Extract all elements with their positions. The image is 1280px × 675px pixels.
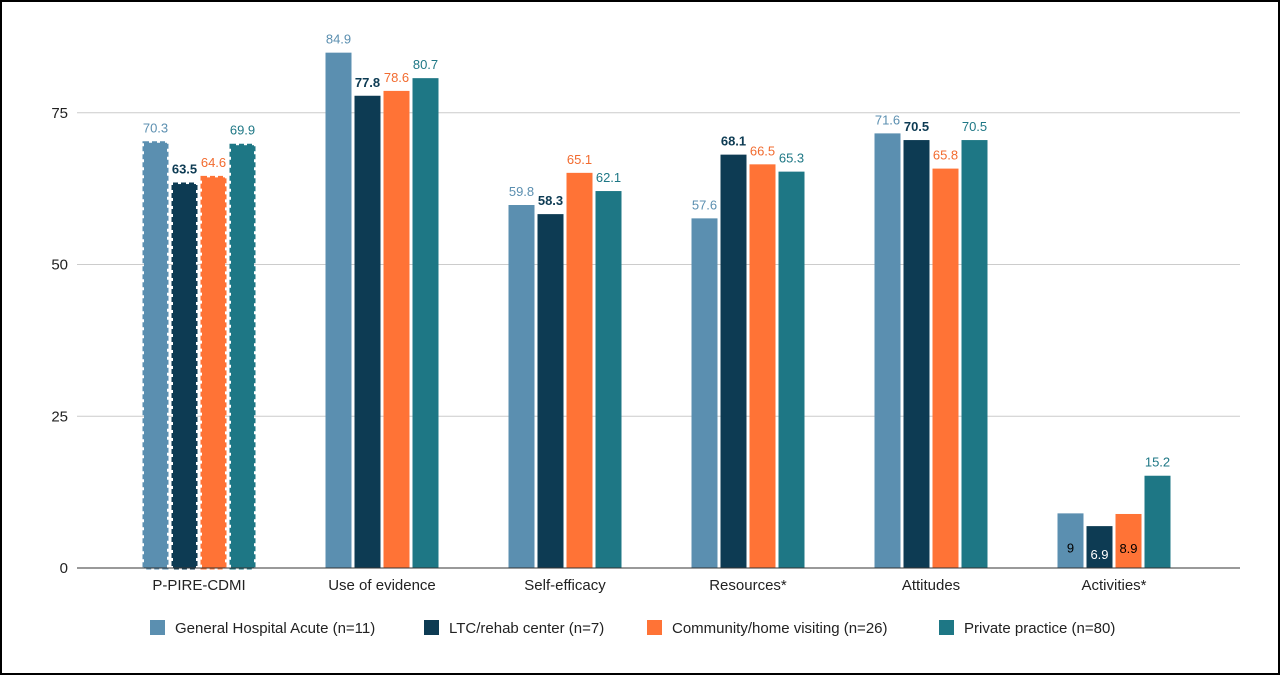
data-label: 71.6 bbox=[875, 112, 900, 127]
data-label: 70.5 bbox=[962, 119, 987, 134]
data-label: 62.1 bbox=[596, 170, 621, 185]
legend-swatch bbox=[647, 620, 662, 635]
data-label: 9 bbox=[1067, 541, 1074, 556]
legend-item: Community/home visiting (n=26) bbox=[647, 620, 888, 637]
data-labels: 70.3 63.5 64.6 69.9 84.9 77.8 78.6 80.7 59.8 58.3… bbox=[143, 32, 1170, 562]
bar bbox=[691, 218, 718, 569]
legend-swatch bbox=[939, 620, 954, 635]
data-label: 58.3 bbox=[538, 193, 563, 208]
legend-item: General Hospital Acute (n=11) bbox=[150, 620, 375, 637]
bar bbox=[1086, 526, 1113, 568]
data-label: 57.6 bbox=[692, 197, 717, 212]
data-label: 65.3 bbox=[779, 151, 804, 166]
data-label: 65.8 bbox=[933, 148, 958, 163]
bar bbox=[932, 168, 959, 568]
data-label: 80.7 bbox=[413, 57, 438, 72]
y-axis-ticks: 0 25 50 75 bbox=[51, 105, 68, 577]
data-label: 64.6 bbox=[201, 155, 226, 170]
bar bbox=[325, 52, 352, 569]
legend-item: LTC/rehab center (n=7) bbox=[424, 620, 604, 637]
y-tick-label: 75 bbox=[51, 105, 68, 122]
legend: General Hospital Acute (n=11) LTC/rehab c… bbox=[150, 620, 1115, 637]
data-label: 63.5 bbox=[172, 162, 197, 177]
bar bbox=[1144, 475, 1171, 568]
legend-item: Private practice (n=80) bbox=[939, 620, 1115, 637]
bar bbox=[537, 214, 564, 568]
category-label: Resources* bbox=[709, 577, 787, 594]
data-label: 84.9 bbox=[326, 32, 351, 47]
bar bbox=[508, 205, 535, 568]
bar bbox=[874, 133, 901, 568]
data-label: 68.1 bbox=[721, 134, 746, 149]
bar bbox=[566, 172, 593, 568]
bar bbox=[1115, 513, 1142, 568]
legend-label: LTC/rehab center (n=7) bbox=[449, 620, 604, 637]
x-axis-categories: P-PIRE-CDMI Use of evidence Self-efficacy R… bbox=[152, 577, 1146, 594]
category-label: Use of evidence bbox=[328, 577, 436, 594]
legend-swatch bbox=[150, 620, 165, 635]
category-label: Attitudes bbox=[902, 577, 960, 594]
bar-inner bbox=[146, 144, 166, 568]
data-label: 65.1 bbox=[567, 152, 592, 167]
bar bbox=[383, 90, 410, 568]
bar-inner bbox=[204, 179, 224, 568]
bar-inner bbox=[233, 147, 253, 568]
category-label: P-PIRE-CDMI bbox=[152, 577, 245, 594]
bar bbox=[720, 154, 747, 568]
data-label: 6.9 bbox=[1090, 547, 1108, 562]
y-tick-label: 25 bbox=[51, 408, 68, 425]
legend-label: Private practice (n=80) bbox=[964, 620, 1115, 637]
legend-label: Community/home visiting (n=26) bbox=[672, 620, 888, 637]
data-label: 70.3 bbox=[143, 120, 168, 135]
legend-swatch bbox=[424, 620, 439, 635]
y-tick-label: 0 bbox=[60, 560, 68, 577]
bar bbox=[961, 140, 988, 568]
gridlines bbox=[77, 112, 1240, 417]
data-label: 78.6 bbox=[384, 70, 409, 85]
bar bbox=[354, 95, 381, 568]
category-label: Activities* bbox=[1081, 577, 1146, 594]
data-label: 15.2 bbox=[1145, 455, 1170, 470]
bar-inner bbox=[175, 186, 195, 568]
bar bbox=[749, 164, 776, 568]
bars bbox=[142, 52, 1171, 570]
bar bbox=[778, 171, 805, 568]
category-label: Self-efficacy bbox=[524, 577, 606, 594]
data-label: 77.8 bbox=[355, 75, 380, 90]
legend-label: General Hospital Acute (n=11) bbox=[175, 620, 375, 637]
data-label: 66.5 bbox=[750, 143, 775, 158]
bar bbox=[903, 140, 930, 568]
data-label: 70.5 bbox=[904, 119, 929, 134]
data-label: 8.9 bbox=[1119, 541, 1137, 556]
data-label: 59.8 bbox=[509, 184, 534, 199]
bar bbox=[412, 78, 439, 568]
bar bbox=[595, 191, 622, 569]
bar bbox=[1057, 513, 1084, 568]
data-label: 69.9 bbox=[230, 123, 255, 138]
y-tick-label: 50 bbox=[51, 257, 68, 274]
